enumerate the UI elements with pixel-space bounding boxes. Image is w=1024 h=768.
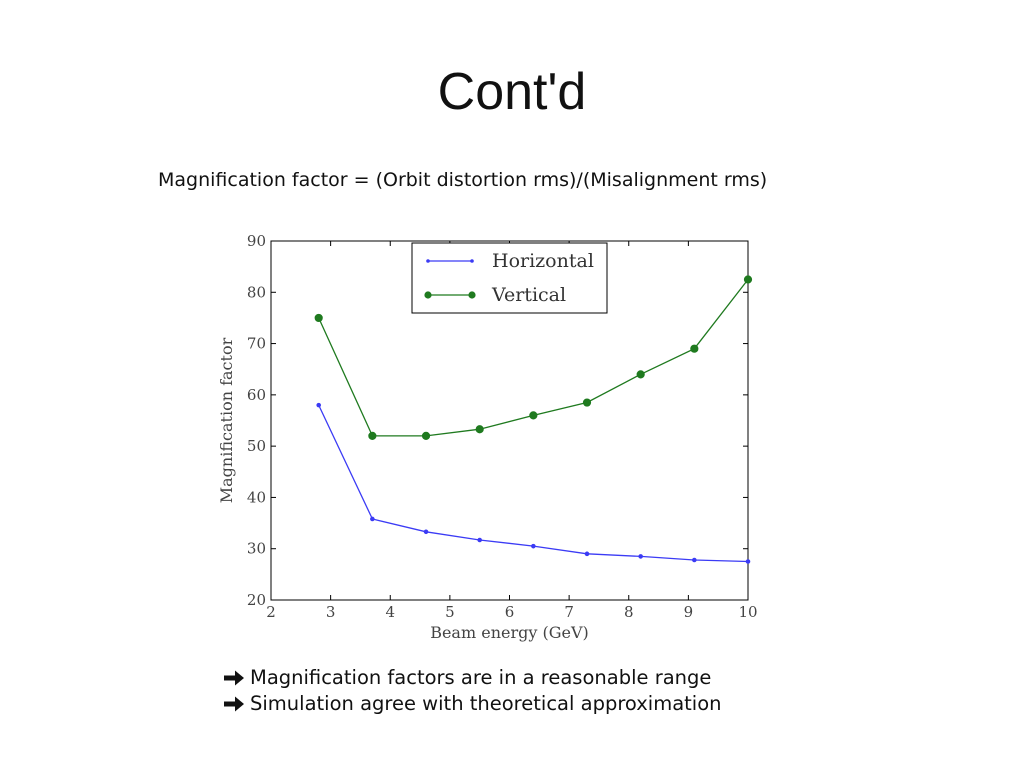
- x-tick-label: 9: [684, 603, 694, 621]
- data-point-horizontal: [316, 402, 321, 408]
- legend-marker: [470, 259, 474, 263]
- y-tick-label: 40: [247, 488, 266, 506]
- bullet-item: Magnification factors are in a reasonabl…: [222, 665, 722, 691]
- data-point-vertical: [690, 344, 699, 353]
- data-point-vertical: [421, 431, 431, 440]
- y-tick-label: 70: [247, 335, 266, 353]
- data-point-horizontal: [370, 516, 375, 522]
- bullet-text: Magnification factors are in a reasonabl…: [250, 666, 712, 689]
- x-tick-label: 7: [564, 603, 574, 621]
- bullet-item: Simulation agree with theoretical approx…: [222, 691, 722, 717]
- legend-marker: [424, 291, 432, 299]
- data-point-vertical: [475, 425, 484, 434]
- x-tick-label: 4: [385, 603, 395, 621]
- bullet-list: Magnification factors are in a reasonabl…: [222, 665, 722, 717]
- legend-label-horizontal: Horizontal: [492, 250, 594, 272]
- legend-marker: [426, 259, 430, 263]
- slide-title: Cont'd: [437, 63, 587, 121]
- y-tick-label: 60: [247, 386, 266, 404]
- arrow-right-icon: [224, 670, 244, 686]
- data-point-vertical: [529, 411, 538, 420]
- x-tick-label: 8: [624, 603, 634, 621]
- x-tick-label: 5: [445, 603, 455, 621]
- magnification-chart: 2 3 4 5 6 7 8 9 10 20 30 40 50 60 70 80 90 Beam energy (G…: [217, 232, 758, 642]
- legend-marker: [468, 291, 476, 299]
- data-point-horizontal: [531, 543, 536, 549]
- data-point-horizontal: [423, 529, 429, 535]
- data-point-vertical: [314, 313, 323, 323]
- data-point-vertical: [582, 398, 592, 407]
- data-point-vertical: [636, 370, 645, 379]
- slide-subtitle: Magnification factor = (Orbit distortion…: [158, 169, 768, 191]
- series-line-horizontal: [318, 404, 749, 563]
- x-tick-label: 3: [326, 603, 336, 621]
- bullet-text: Simulation agree with theoretical approx…: [250, 692, 722, 715]
- data-point-horizontal: [477, 537, 482, 543]
- x-tick-label: 6: [505, 603, 515, 621]
- y-tick-label: 20: [247, 591, 266, 609]
- y-tick-label: 90: [247, 232, 266, 250]
- data-point-horizontal: [584, 551, 590, 557]
- y-tick-label: 80: [247, 283, 266, 301]
- x-tick-label: 2: [266, 603, 276, 621]
- arrow-right-icon: [224, 696, 244, 712]
- data-point-horizontal: [638, 554, 643, 559]
- y-axis-label: Magnification factor: [217, 337, 236, 503]
- data-point-horizontal: [745, 559, 751, 564]
- data-point-vertical: [743, 275, 753, 284]
- x-axis-label: Beam energy (GeV): [430, 623, 589, 642]
- x-tick-label: 10: [738, 603, 757, 621]
- y-tick-label: 30: [247, 540, 266, 558]
- data-point-horizontal: [692, 557, 697, 563]
- data-point-vertical: [368, 431, 377, 440]
- legend-box: [411, 242, 608, 314]
- y-tick-label: 50: [247, 437, 266, 455]
- legend-label-vertical: Vertical: [491, 284, 566, 306]
